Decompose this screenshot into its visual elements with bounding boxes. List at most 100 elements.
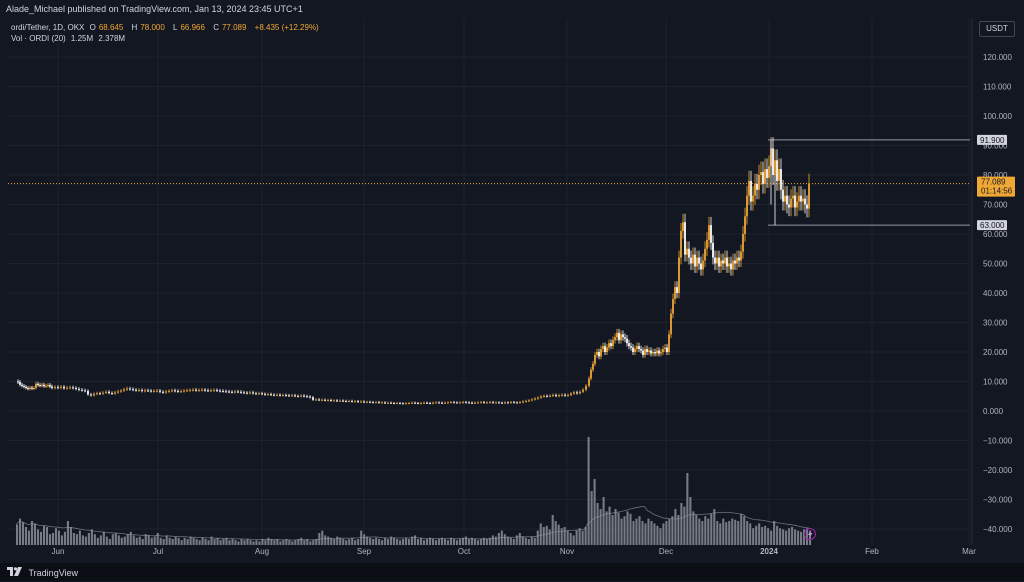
- volume-bar: [515, 535, 518, 545]
- candle-body: [96, 393, 98, 395]
- candle-body: [117, 391, 119, 393]
- candle-body: [261, 393, 263, 395]
- volume-bar: [81, 535, 84, 545]
- lightning-icon[interactable]: [804, 528, 816, 540]
- volume-bar: [261, 539, 264, 545]
- candle-body: [318, 399, 320, 401]
- currency-button[interactable]: USDT: [979, 21, 1015, 37]
- x-tick-label: Jul: [153, 547, 163, 556]
- candle-body: [408, 403, 410, 405]
- candle-body: [802, 198, 804, 202]
- volume-bar: [186, 539, 189, 545]
- volume-bar: [734, 519, 737, 545]
- candle-body: [201, 389, 203, 391]
- candle-body: [333, 400, 335, 402]
- candle-body: [660, 352, 662, 354]
- volume-bar: [198, 540, 201, 545]
- candle-body: [750, 180, 752, 202]
- volume-bar: [297, 539, 300, 545]
- volume-bar: [482, 537, 485, 545]
- volume-ma-value: 2.378M: [98, 34, 126, 43]
- volume-bar: [473, 539, 476, 545]
- candle-body: [694, 254, 696, 267]
- candle-body: [678, 257, 680, 293]
- volume-bar: [414, 535, 417, 545]
- volume-bar: [725, 522, 728, 545]
- chart-area[interactable]: 120.000 110.000 100.000 90.000 80.000 70.000 6…: [0, 18, 1024, 563]
- volume-bar: [90, 529, 93, 545]
- bar-countdown-label: 01:14:56: [981, 187, 1013, 196]
- candle-body: [700, 263, 702, 270]
- candle-body: [598, 352, 600, 357]
- candle-body: [435, 402, 437, 404]
- candle-body: [399, 403, 401, 405]
- legend-symbol[interactable]: ordi/Tether, 1D, OKX: [11, 23, 85, 32]
- legend-high-label: H: [131, 23, 138, 32]
- candle-body: [668, 334, 670, 352]
- volume-bar: [42, 525, 46, 545]
- volume-bar: [93, 534, 96, 545]
- volume-bar: [476, 540, 479, 545]
- candle-body: [330, 400, 332, 402]
- volume-bar: [348, 539, 351, 545]
- candle-body: [84, 390, 86, 392]
- candle-body: [240, 391, 242, 393]
- candle-body: [688, 248, 690, 258]
- candle-body: [390, 402, 392, 404]
- candle-body: [297, 395, 299, 397]
- candle-body: [513, 402, 515, 404]
- volume-bar: [144, 534, 147, 545]
- volume-bar: [165, 535, 168, 545]
- volume-bar: [111, 534, 114, 545]
- volume-bar: [602, 497, 605, 545]
- candle-body: [790, 198, 792, 208]
- level-price-label: 63.000: [980, 221, 1005, 230]
- volume-bar: [408, 539, 411, 545]
- volume-bar: [231, 539, 234, 545]
- candle-body: [90, 394, 92, 396]
- candle-body: [654, 352, 656, 354]
- candle-body: [684, 222, 686, 255]
- volume-bar: [668, 518, 671, 545]
- candle-body: [29, 387, 31, 389]
- candle-body: [429, 403, 431, 405]
- candle-body: [135, 389, 137, 391]
- y-tick-label: 120.000: [983, 53, 1012, 62]
- volume-bar: [216, 537, 219, 545]
- x-tick-label: Feb: [865, 547, 879, 556]
- volume-indicator-label[interactable]: Vol · ORDI (20): [11, 34, 66, 43]
- legend-low: 66.966: [180, 23, 205, 32]
- candle-body: [282, 395, 284, 397]
- volume-bar: [758, 523, 761, 545]
- volume-bar: [189, 536, 192, 545]
- candle-body: [357, 401, 359, 403]
- price-axis[interactable]: 120.000 110.000 100.000 90.000 80.000 70.000 6…: [983, 53, 1013, 534]
- volume-bar: [803, 529, 806, 545]
- candle-body: [766, 169, 768, 178]
- volume-bar: [794, 529, 797, 545]
- volume-bar: [195, 539, 198, 545]
- volume-bar: [611, 515, 614, 545]
- volume-bar: [204, 539, 207, 545]
- candle-body: [393, 403, 395, 405]
- time-axis[interactable]: Jun Jul Aug Sep Oct Nov Dec 2024 Feb Mar: [52, 547, 977, 556]
- volume-bar: [306, 539, 309, 545]
- candle-body: [459, 402, 461, 404]
- candle-body: [561, 394, 563, 396]
- volume-bar: [159, 537, 162, 545]
- candle-body: [462, 402, 464, 404]
- volume-bar: [354, 540, 357, 545]
- footer-brand[interactable]: TradingView: [28, 567, 79, 578]
- volume-bar: [78, 530, 81, 545]
- legend-low-label: L: [173, 23, 178, 32]
- volume-bar: [707, 518, 710, 545]
- volume-bar: [485, 539, 488, 545]
- price-chart-svg[interactable]: 120.000 110.000 100.000 90.000 80.000 70.000 6…: [0, 18, 1024, 563]
- volume-bar: [57, 530, 60, 545]
- published-text: Alade_Michael published on TradingView.c…: [6, 4, 303, 14]
- candle-body: [447, 402, 449, 404]
- volume-bar: [249, 540, 252, 545]
- volume-bar: [527, 539, 530, 545]
- candle-body: [746, 195, 748, 217]
- volume-bar: [443, 539, 447, 545]
